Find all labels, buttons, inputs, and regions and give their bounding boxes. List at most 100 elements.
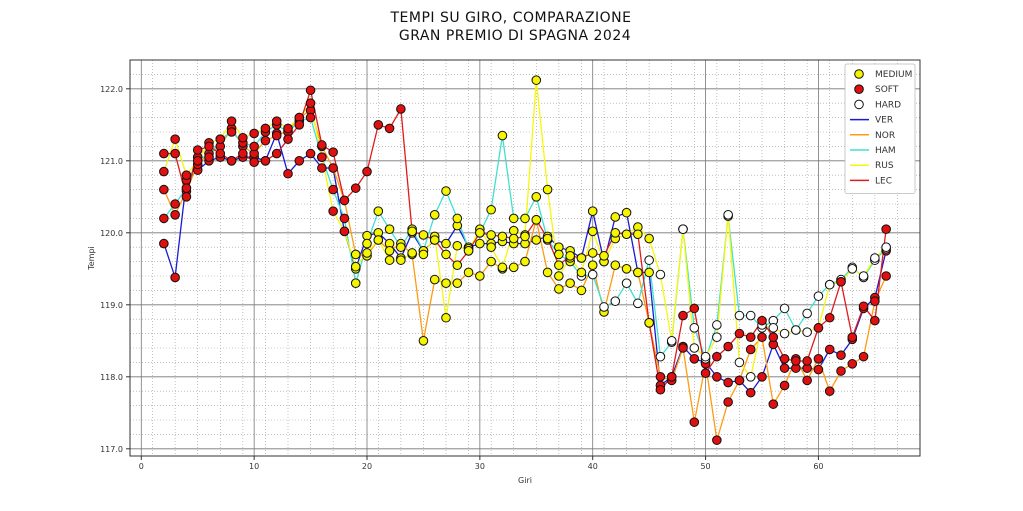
chart-subtitle: GRAN PREMIO DI SPAGNA 2024 (399, 28, 631, 44)
data-point-nor (576, 285, 587, 296)
x-axis-label: Giri (518, 476, 532, 485)
data-point-rus (768, 323, 779, 333)
data-point-nor (824, 386, 835, 397)
data-point-nor (779, 380, 790, 391)
data-point-lec (497, 231, 508, 242)
data-point-lec (870, 315, 880, 326)
data-point-rus (655, 269, 666, 280)
data-point-ham (779, 303, 790, 314)
plot-area: 0 10 20 30 40 50 60 117.0 118.0 119.0 120.0 121.0 12… (100, 59, 921, 471)
data-point-ham (226, 127, 237, 137)
data-point-ham (802, 308, 812, 319)
data-point-lec (328, 147, 338, 157)
data-point-rus (271, 116, 282, 126)
data-point-ver (610, 212, 621, 222)
data-point-ham (633, 298, 643, 309)
data-point-lec (554, 260, 564, 271)
data-point-lec (576, 253, 587, 263)
y-tick-label: 119.0 (100, 301, 123, 310)
data-point-nor (159, 184, 169, 195)
data-point-nor (610, 260, 621, 271)
plot-frame (129, 59, 921, 457)
data-point-lec (621, 229, 632, 240)
data-point-lec (858, 301, 869, 312)
legend-label-lec: LEC (875, 176, 892, 186)
data-point-rus (407, 248, 417, 258)
data-point-rus (497, 262, 508, 273)
data-point-lec (599, 251, 609, 261)
data-point-rus (870, 253, 880, 263)
data-point-nor (475, 271, 485, 281)
data-point-ham (305, 112, 316, 123)
data-point-ver (745, 387, 756, 398)
data-point-rus (824, 279, 835, 290)
data-point-ham (181, 183, 192, 193)
data-point-ver (441, 238, 451, 249)
data-point-rus (689, 343, 700, 353)
data-point-nor (429, 274, 440, 285)
data-point-lec (204, 141, 214, 152)
data-point-ver (712, 372, 722, 382)
data-point-rus (452, 240, 463, 251)
y-tick-label: 122.0 (100, 85, 123, 94)
data-point-lec (666, 372, 677, 382)
data-point-ham (655, 351, 666, 362)
data-point-ver (531, 235, 542, 245)
data-point-rus (587, 226, 598, 237)
legend-box (844, 63, 916, 195)
data-point-lec (486, 230, 496, 240)
data-point-nor (350, 249, 361, 260)
data-point-lec (689, 303, 700, 314)
data-point-lec (271, 148, 282, 159)
data-point-ver (159, 238, 169, 249)
data-point-nor (734, 375, 745, 386)
data-point-lec (350, 183, 361, 193)
data-point-nor (847, 359, 858, 369)
data-point-rus (678, 224, 688, 234)
data-point-lec (531, 215, 542, 225)
data-point-ham (621, 278, 632, 289)
y-tick-label: 120.0 (100, 229, 123, 238)
data-point-lec (700, 368, 711, 379)
data-point-lec (429, 235, 440, 245)
data-point-rus (723, 210, 733, 220)
data-point-ver (294, 156, 305, 166)
chart-title: TEMPI SU GIRO, COMPARAZIONE (390, 10, 632, 26)
data-point-lec (745, 332, 756, 343)
data-point-lec (181, 192, 192, 202)
y-tick-label: 117.0 (100, 445, 123, 454)
data-point-lec (362, 166, 372, 177)
data-point-rus (734, 357, 745, 368)
legend-marker-medium (854, 69, 864, 79)
data-point-ham (350, 278, 361, 289)
data-point-ham (170, 199, 180, 209)
data-point-nor (384, 246, 395, 256)
data-point-ham (497, 130, 508, 141)
data-point-lec (215, 148, 226, 159)
data-point-lec (712, 351, 722, 362)
data-point-lec (396, 104, 406, 114)
data-point-ham (520, 213, 530, 224)
data-point-lec (723, 341, 733, 352)
data-point-nor (757, 332, 767, 343)
data-point-nor (520, 256, 530, 267)
legend-label-ham: HAM (875, 146, 896, 156)
data-point-ver (305, 148, 316, 159)
data-point-ver (836, 350, 846, 361)
data-point-lec (610, 228, 621, 238)
data-point-lec (644, 318, 654, 328)
data-point-rus (192, 156, 203, 166)
data-point-rus (384, 255, 395, 265)
data-point-lec (249, 157, 259, 168)
data-point-lec (283, 134, 293, 144)
data-point-lec (226, 156, 237, 166)
data-point-nor (655, 372, 666, 382)
data-point-ham (452, 213, 463, 224)
legend-label-rus: RUS (875, 161, 894, 171)
data-point-rus (373, 235, 384, 245)
data-point-ham (328, 184, 338, 195)
y-tick-label: 121.0 (100, 157, 123, 166)
data-point-lec (824, 312, 835, 323)
legend-marker-hard (854, 99, 864, 110)
